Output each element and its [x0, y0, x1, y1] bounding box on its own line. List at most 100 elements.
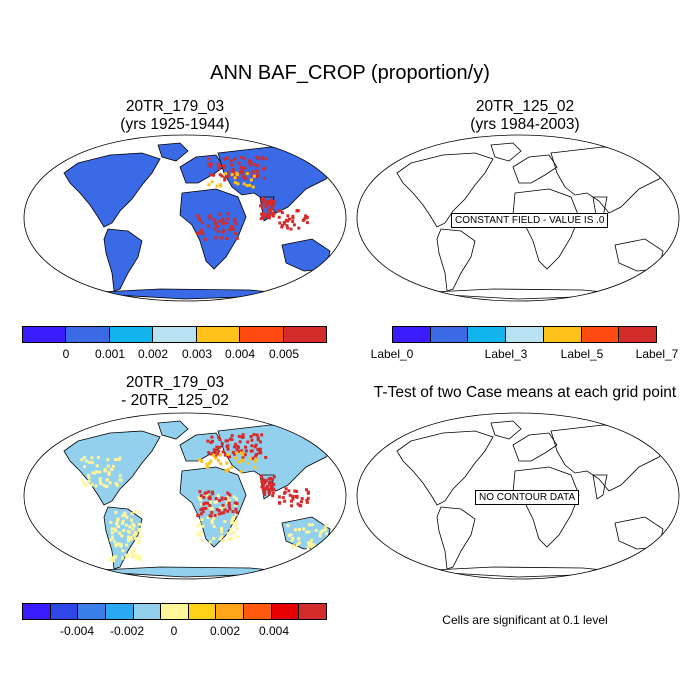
grid-cell: [235, 502, 239, 505]
grid-cell: [250, 444, 254, 448]
grid-cell: [95, 464, 99, 468]
colorbar-swatch: [468, 327, 507, 342]
significance-note: Cells are significant at 0.1 level: [442, 613, 608, 627]
grid-cell: [255, 175, 259, 179]
grid-cell: [215, 445, 219, 449]
grid-cell: [221, 221, 225, 225]
grid-cell: [210, 435, 214, 439]
colorbar-tick-label: -0.004: [59, 624, 95, 638]
grid-cell: [306, 496, 310, 500]
grid-cell: [243, 166, 247, 170]
grid-cell: [106, 464, 110, 468]
grid-cell: [212, 537, 216, 541]
grid-cell: [123, 513, 127, 517]
grid-cell: [260, 479, 264, 483]
grid-cell: [109, 521, 113, 524]
grid-cell: [319, 531, 323, 534]
grid-cell: [231, 227, 235, 231]
grid-cell: [252, 174, 256, 178]
grid-cell: [130, 512, 134, 516]
grid-cell: [295, 495, 299, 499]
grid-cell: [209, 459, 213, 463]
grid-cell: [284, 487, 288, 491]
grid-cell: [112, 559, 116, 563]
grid-cell: [268, 213, 272, 217]
grid-cell: [225, 461, 229, 465]
constant-field-label: CONSTANT FIELD - VALUE IS .0: [451, 213, 609, 228]
continent-europe: [512, 432, 558, 462]
grid-cell: [218, 445, 222, 449]
grid-cell: [292, 223, 296, 227]
continent-greenland: [490, 420, 522, 440]
continent-north-america: [396, 152, 494, 228]
grid-cell: [263, 166, 267, 170]
grid-cell: [132, 553, 136, 557]
grid-cell: [238, 440, 242, 444]
grid-cell: [199, 512, 203, 516]
grid-cell: [314, 528, 318, 532]
grid-cell: [118, 542, 122, 546]
grid-cell: [322, 542, 326, 546]
grid-cell: [226, 217, 230, 221]
grid-cell: [288, 493, 292, 497]
grid-cell: [287, 489, 291, 493]
grid-cell: [138, 529, 142, 533]
grid-cell: [210, 521, 214, 525]
grid-cell: [220, 530, 224, 534]
colorbar-tick-label: -0.002: [109, 624, 145, 638]
grid-cell: [242, 175, 246, 179]
grid-cell: [291, 494, 295, 498]
grid-cell: [291, 536, 295, 540]
grid-cell: [221, 230, 225, 234]
grid-cell: [223, 178, 227, 182]
grid-cell: [137, 510, 141, 514]
grid-cell: [109, 558, 113, 561]
colorbar-swatch: [23, 327, 67, 342]
grid-cell: [228, 493, 232, 497]
grid-cell: [133, 531, 137, 535]
colorbar-tick-label: Label_0: [370, 347, 414, 361]
grid-cell: [254, 454, 258, 458]
grid-cell: [321, 529, 324, 533]
grid-cell: [84, 459, 88, 463]
grid-cell: [306, 546, 310, 550]
grid-cell: [291, 216, 295, 220]
grid-cell: [269, 202, 273, 206]
grid-cell: [225, 237, 229, 240]
grid-cell: [80, 478, 84, 482]
figure-title: ANN BAF_CROP (proportion/y): [210, 62, 490, 84]
grid-cell: [221, 539, 225, 543]
colorbar-swatch: [506, 327, 544, 342]
grid-cell: [125, 543, 129, 547]
grid-cell: [199, 508, 203, 512]
grid-cell: [111, 537, 115, 540]
grid-cell: [281, 496, 285, 500]
grid-cell: [221, 217, 225, 221]
grid-cell: [271, 204, 275, 208]
grid-cell: [216, 225, 220, 229]
grid-cell: [239, 469, 243, 473]
grid-cell: [200, 518, 204, 522]
grid-cell: [215, 508, 219, 512]
grid-cell: [264, 201, 268, 205]
grid-cell: [214, 222, 218, 226]
grid-cell: [233, 501, 237, 505]
grid-cell: [227, 504, 231, 508]
grid-cell: [262, 478, 266, 482]
grid-cell: [203, 237, 207, 241]
grid-cell: [98, 470, 102, 474]
grid-cell: [108, 481, 112, 485]
grid-cell: [239, 451, 243, 455]
grid-cell: [198, 522, 202, 526]
grid-cell: [201, 539, 205, 542]
grid-cell: [255, 155, 259, 159]
grid-cell: [238, 170, 242, 174]
grid-cell: [231, 516, 235, 519]
grid-cell: [230, 465, 234, 469]
colorbar-tick-label: 0.004: [224, 347, 256, 361]
grid-cell: [218, 499, 221, 503]
colorbar-tick-label: 0.001: [94, 347, 126, 361]
grid-cell: [207, 157, 211, 161]
grid-cell: [248, 457, 252, 461]
grid-cell: [208, 540, 212, 544]
